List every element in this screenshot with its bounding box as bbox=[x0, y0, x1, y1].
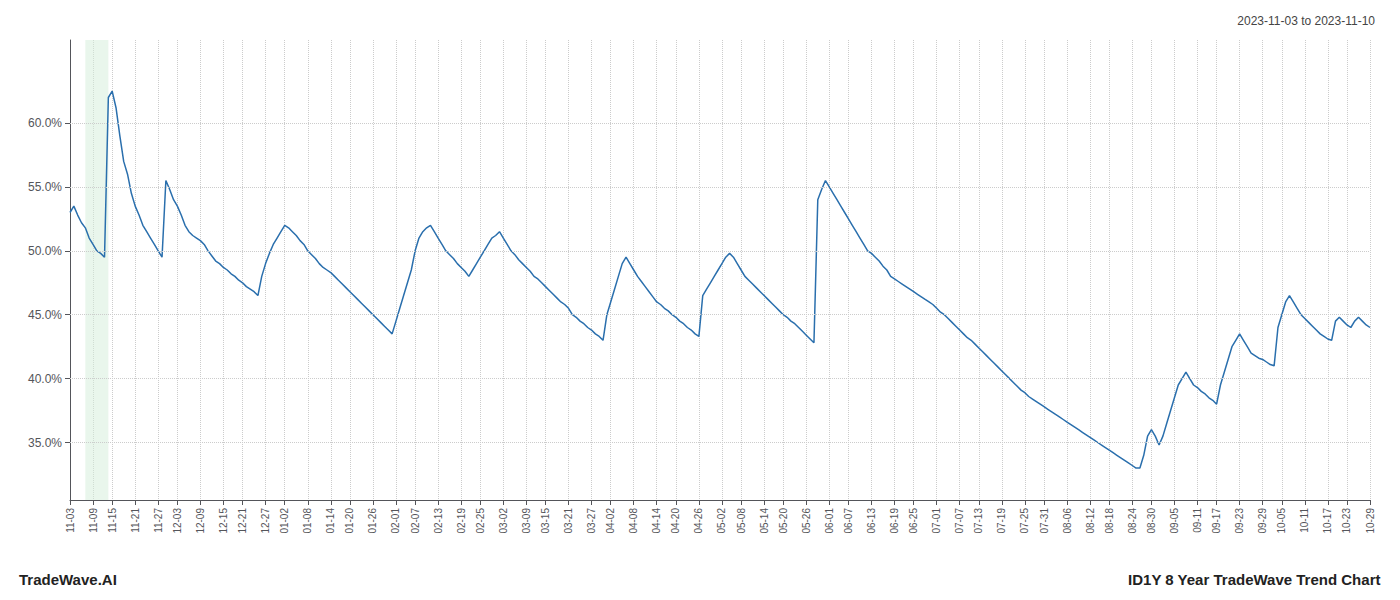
svg-text:03-09: 03-09 bbox=[521, 508, 532, 534]
svg-text:10-17: 10-17 bbox=[1322, 508, 1333, 534]
svg-text:05-14: 05-14 bbox=[759, 508, 770, 534]
svg-text:11-09: 11-09 bbox=[88, 508, 99, 533]
svg-text:07-13: 07-13 bbox=[973, 508, 984, 534]
svg-text:06-07: 06-07 bbox=[843, 508, 854, 534]
svg-text:05-08: 05-08 bbox=[736, 508, 747, 534]
svg-text:2023-11-03 to 2023-11-10: 2023-11-03 to 2023-11-10 bbox=[1237, 14, 1375, 28]
svg-text:08-06: 08-06 bbox=[1062, 508, 1073, 534]
svg-text:12-21: 12-21 bbox=[237, 508, 248, 534]
svg-text:08-18: 08-18 bbox=[1104, 508, 1115, 534]
svg-text:04-20: 04-20 bbox=[670, 508, 681, 534]
svg-text:40.0%: 40.0% bbox=[28, 372, 62, 386]
svg-text:03-15: 03-15 bbox=[540, 508, 551, 534]
svg-text:11-21: 11-21 bbox=[130, 508, 141, 533]
svg-text:09-05: 09-05 bbox=[1169, 508, 1180, 534]
svg-text:08-12: 08-12 bbox=[1085, 508, 1096, 534]
svg-text:ID1Y 8 Year TradeWave Trend Ch: ID1Y 8 Year TradeWave Trend Chart bbox=[1128, 571, 1380, 588]
svg-text:05-26: 05-26 bbox=[801, 508, 812, 534]
svg-text:02-19: 02-19 bbox=[456, 508, 467, 534]
svg-text:04-02: 04-02 bbox=[605, 508, 616, 534]
svg-text:03-21: 03-21 bbox=[563, 508, 574, 534]
svg-text:12-15: 12-15 bbox=[218, 508, 229, 534]
svg-text:60.0%: 60.0% bbox=[28, 116, 62, 130]
svg-text:06-01: 06-01 bbox=[824, 508, 835, 534]
svg-text:05-20: 05-20 bbox=[778, 508, 789, 534]
svg-text:11-15: 11-15 bbox=[107, 508, 118, 533]
svg-text:06-19: 06-19 bbox=[889, 508, 900, 534]
svg-text:06-25: 06-25 bbox=[908, 508, 919, 534]
svg-text:07-25: 07-25 bbox=[1019, 508, 1030, 534]
svg-text:11-27: 11-27 bbox=[153, 508, 164, 533]
svg-text:11-03: 11-03 bbox=[65, 508, 76, 533]
svg-text:12-09: 12-09 bbox=[195, 508, 206, 534]
svg-text:45.0%: 45.0% bbox=[28, 308, 62, 322]
svg-text:05-02: 05-02 bbox=[716, 508, 727, 534]
svg-text:04-14: 04-14 bbox=[651, 508, 662, 534]
svg-text:01-02: 01-02 bbox=[279, 508, 290, 534]
svg-text:09-29: 09-29 bbox=[1257, 508, 1268, 534]
svg-text:07-01: 07-01 bbox=[931, 508, 942, 534]
svg-text:07-19: 07-19 bbox=[996, 508, 1007, 534]
svg-text:04-08: 04-08 bbox=[628, 508, 639, 534]
svg-text:02-07: 02-07 bbox=[410, 508, 421, 534]
svg-text:07-07: 07-07 bbox=[954, 508, 965, 534]
svg-text:08-24: 08-24 bbox=[1127, 508, 1138, 534]
svg-text:06-13: 06-13 bbox=[866, 508, 877, 534]
svg-text:55.0%: 55.0% bbox=[28, 180, 62, 194]
svg-text:50.0%: 50.0% bbox=[28, 244, 62, 258]
svg-text:02-13: 02-13 bbox=[433, 508, 444, 534]
svg-text:10-05: 10-05 bbox=[1276, 508, 1287, 534]
svg-text:09-17: 09-17 bbox=[1211, 508, 1222, 534]
svg-text:01-20: 01-20 bbox=[344, 508, 355, 534]
svg-text:07-31: 07-31 bbox=[1039, 508, 1050, 534]
svg-text:01-26: 01-26 bbox=[367, 508, 378, 534]
svg-text:03-02: 03-02 bbox=[498, 508, 509, 534]
svg-text:10-11: 10-11 bbox=[1299, 508, 1310, 533]
svg-text:TradeWave.AI: TradeWave.AI bbox=[19, 571, 117, 588]
svg-text:01-08: 01-08 bbox=[302, 508, 313, 534]
svg-text:04-26: 04-26 bbox=[693, 508, 704, 534]
svg-text:03-27: 03-27 bbox=[586, 508, 597, 534]
svg-text:10-29: 10-29 bbox=[1365, 508, 1376, 534]
svg-text:10-23: 10-23 bbox=[1341, 508, 1352, 534]
svg-text:02-01: 02-01 bbox=[390, 508, 401, 534]
svg-text:35.0%: 35.0% bbox=[28, 436, 62, 450]
svg-text:02-25: 02-25 bbox=[475, 508, 486, 534]
svg-text:12-27: 12-27 bbox=[260, 508, 271, 534]
svg-text:09-23: 09-23 bbox=[1234, 508, 1245, 534]
svg-text:01-14: 01-14 bbox=[325, 508, 336, 534]
svg-text:12-03: 12-03 bbox=[172, 508, 183, 534]
svg-text:08-30: 08-30 bbox=[1146, 508, 1157, 534]
svg-text:09-11: 09-11 bbox=[1192, 508, 1203, 533]
